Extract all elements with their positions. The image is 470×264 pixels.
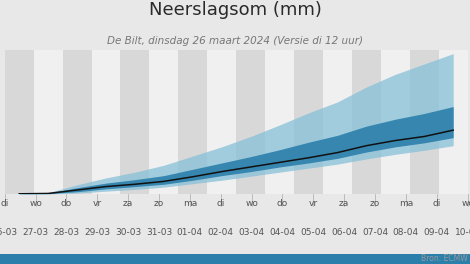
Text: 09-04: 09-04	[424, 228, 450, 237]
Text: di: di	[0, 199, 9, 208]
Text: wo: wo	[29, 199, 42, 208]
Bar	[178, 50, 207, 194]
Text: di: di	[432, 199, 441, 208]
Text: 01-04: 01-04	[177, 228, 203, 237]
Text: zo: zo	[370, 199, 380, 208]
Text: 31-03: 31-03	[146, 228, 172, 237]
Text: Bron: ECMW: Bron: ECMW	[421, 254, 468, 263]
Bar	[352, 50, 381, 194]
Bar	[34, 50, 63, 194]
Text: De Bilt, dinsdag 26 maart 2024 (Versie di 12 uur): De Bilt, dinsdag 26 maart 2024 (Versie d…	[107, 36, 363, 46]
Text: za: za	[123, 199, 133, 208]
Text: ma: ma	[183, 199, 197, 208]
Bar	[381, 50, 410, 194]
Bar	[294, 50, 323, 194]
Bar	[323, 50, 352, 194]
Bar	[410, 50, 439, 194]
Text: Neerslagsom (mm): Neerslagsom (mm)	[149, 1, 321, 19]
Text: do: do	[277, 199, 288, 208]
Text: 02-04: 02-04	[208, 228, 234, 237]
Bar	[92, 50, 120, 194]
Text: vr: vr	[93, 199, 102, 208]
Text: do: do	[61, 199, 72, 208]
Text: wo: wo	[245, 199, 258, 208]
Text: za: za	[339, 199, 349, 208]
Text: 08-04: 08-04	[393, 228, 419, 237]
Bar	[5, 50, 34, 194]
Text: 28-03: 28-03	[54, 228, 79, 237]
Text: 06-04: 06-04	[331, 228, 357, 237]
Text: 27-03: 27-03	[23, 228, 48, 237]
Text: 04-04: 04-04	[269, 228, 296, 237]
Text: di: di	[217, 199, 225, 208]
Text: 10-04: 10-04	[454, 228, 470, 237]
Text: vr: vr	[309, 199, 318, 208]
Bar	[439, 50, 468, 194]
Text: ma: ma	[399, 199, 413, 208]
Bar	[265, 50, 294, 194]
Bar	[63, 50, 92, 194]
Text: wo: wo	[461, 199, 470, 208]
Bar	[207, 50, 236, 194]
Bar	[236, 50, 265, 194]
Text: 29-03: 29-03	[84, 228, 110, 237]
Text: 05-04: 05-04	[300, 228, 326, 237]
Text: 26-03: 26-03	[0, 228, 18, 237]
Text: 07-04: 07-04	[362, 228, 388, 237]
Bar	[149, 50, 178, 194]
Text: 03-04: 03-04	[239, 228, 265, 237]
Bar	[120, 50, 149, 194]
Text: 30-03: 30-03	[115, 228, 141, 237]
Text: zo: zo	[154, 199, 164, 208]
